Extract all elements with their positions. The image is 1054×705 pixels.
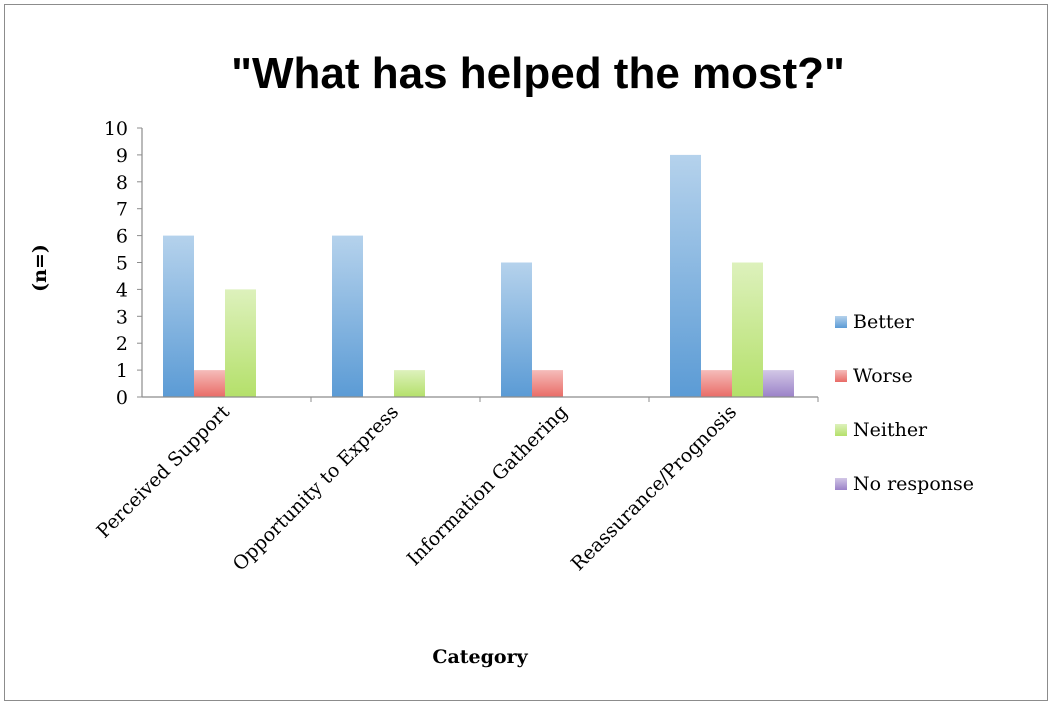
y-tick-label: 10	[104, 118, 128, 140]
x-category-label: Perceived Support	[93, 401, 235, 543]
bar-neither	[225, 289, 256, 397]
x-category-label: Information Gathering	[403, 401, 572, 570]
bar-better	[670, 154, 701, 397]
bar-worse	[532, 370, 563, 397]
y-tick-label: 0	[116, 387, 128, 409]
y-tick-label: 9	[116, 145, 128, 167]
bar-better	[501, 262, 532, 397]
legend-label: Neither	[853, 419, 928, 441]
bar-no-response	[763, 370, 794, 397]
y-tick-label: 8	[116, 172, 128, 194]
legend-label: Worse	[853, 365, 913, 387]
axes	[141, 128, 818, 398]
y-tick-label: 2	[116, 333, 128, 355]
y-tick-label: 4	[116, 279, 128, 301]
bar-neither	[732, 262, 763, 397]
x-category-label: Reassurance/Prognosis	[567, 401, 741, 575]
legend-label: No response	[853, 473, 974, 495]
bar-worse	[701, 370, 732, 397]
bars	[163, 154, 819, 402]
y-tick-label: 5	[116, 253, 128, 275]
legend: Better Worse Neither No response	[835, 311, 974, 495]
legend-swatch	[835, 370, 847, 382]
x-axis-label: Category	[432, 646, 528, 668]
y-tick-label: 1	[116, 360, 128, 382]
bar-better	[163, 235, 194, 397]
y-axis-label: (n=)	[29, 244, 51, 292]
y-tick-label: 6	[116, 226, 128, 248]
y-tick-label: 3	[116, 306, 128, 328]
chart-title: "What has helped the most?"	[231, 49, 845, 98]
x-category-label: Opportunity to Express	[229, 401, 403, 575]
legend-label: Better	[853, 311, 915, 333]
bar-worse	[194, 370, 225, 397]
legend-swatch	[835, 478, 847, 490]
bar-neither	[394, 370, 425, 397]
y-tick-label: 7	[116, 199, 128, 221]
bar-better	[332, 235, 363, 397]
legend-swatch	[835, 424, 847, 436]
y-axis-ticks: 0 1 2 3 4 5 6 7 8 9 10	[104, 118, 142, 409]
legend-swatch	[835, 316, 847, 328]
